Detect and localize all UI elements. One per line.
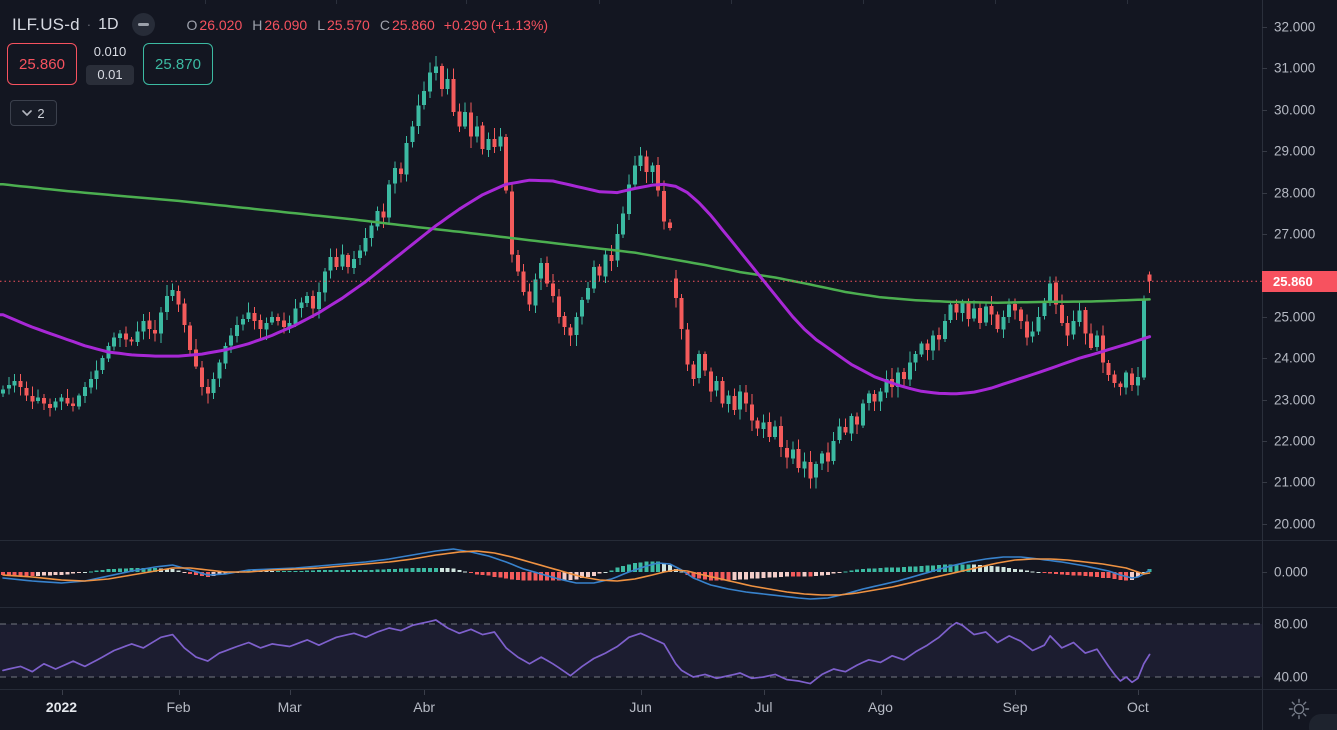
top-ruler-tick	[336, 0, 337, 4]
time-tick-mark	[178, 690, 180, 695]
macd-line	[2, 548, 1151, 600]
open-label: O	[186, 16, 198, 33]
ma-long-green-line	[0, 183, 1151, 304]
ma-short-purple-line	[0, 178, 1152, 396]
rsi-line	[2, 619, 1151, 685]
axis-settings-button[interactable]	[1288, 698, 1310, 720]
low-value: 25.570	[327, 16, 370, 33]
macd-lines	[2, 548, 1151, 600]
top-ruler-tick	[466, 0, 467, 4]
series-visibility-icon[interactable]	[131, 13, 155, 36]
time-tick-mark	[424, 690, 426, 695]
current-price-label: 25.860	[1262, 270, 1337, 292]
price-tick-label: 31.000	[1274, 60, 1316, 76]
quote-panel: 25.860 0.010 0.01 25.870	[7, 43, 213, 85]
time-tick-mark	[1137, 690, 1139, 695]
ask-price-button[interactable]: 25.870	[143, 43, 213, 85]
time-tick-mark	[1015, 690, 1017, 695]
time-tick-label: Sep	[1002, 699, 1028, 715]
indicators-collapse-toggle[interactable]: 2	[10, 100, 57, 126]
price-tick-mark	[1262, 482, 1267, 484]
low-label: L	[317, 16, 325, 33]
price-tick-label: 24.000	[1274, 350, 1316, 366]
close-value: 25.860	[391, 16, 435, 33]
rsi-lower-level-label: 40.00	[1274, 669, 1308, 685]
moving-averages	[0, 178, 1152, 396]
time-tick-label: Jun	[629, 699, 652, 715]
price-tick-mark	[1262, 441, 1267, 442]
timeframe-label[interactable]: 1D	[98, 15, 119, 33]
price-tick-mark	[1262, 358, 1267, 360]
price-tick-mark	[1262, 234, 1267, 235]
top-ruler-tick	[863, 0, 864, 4]
time-tick-label: Ago	[868, 699, 893, 715]
price-tick-mark	[1262, 316, 1267, 318]
ohlc-readout: O 26.020 H 26.090 L 25.570 C 25.860 +0.290 (…	[177, 17, 549, 33]
rsi-upper-level-label: 80.00	[1274, 616, 1308, 632]
time-tick-label: Abr	[413, 699, 436, 715]
indicator-count: 2	[37, 105, 45, 121]
price-tick-mark	[1262, 68, 1267, 70]
time-tick-label: 2022	[45, 699, 78, 715]
spread-column: 0.010 0.01	[83, 43, 137, 85]
price-tick-mark	[1262, 109, 1267, 111]
price-tick-mark	[1262, 399, 1267, 401]
price-tick-label: 22.000	[1274, 433, 1316, 449]
time-tick-mark	[763, 690, 765, 695]
gear-icon	[1288, 698, 1310, 720]
open-value: 26.020	[199, 16, 243, 33]
price-tick-label: 23.000	[1274, 392, 1316, 408]
spread-value: 0.010	[93, 44, 127, 59]
time-tick-mark	[289, 690, 291, 695]
price-tick-label: 20.000	[1274, 516, 1316, 532]
price-tick-mark	[1262, 523, 1267, 525]
macd-signal-line	[2, 550, 1151, 596]
time-tick-label: Oct	[1127, 699, 1149, 715]
pane-separator[interactable]	[0, 607, 1337, 608]
top-ruler-tick	[731, 0, 732, 4]
macd-histogram	[1, 561, 1152, 581]
time-tick-label: Mar	[277, 699, 302, 715]
price-tick-label: 30.000	[1274, 102, 1316, 118]
symbol-title[interactable]: ILF.US-d	[12, 14, 80, 34]
time-tick-label: Jul	[754, 699, 773, 715]
price-tick-label: 25.000	[1274, 309, 1316, 325]
price-tick-label: 21.000	[1274, 474, 1316, 490]
price-tick-mark	[1262, 151, 1267, 153]
top-ruler-tick	[205, 0, 206, 4]
corner-widget	[1309, 714, 1337, 730]
high-label: H	[252, 16, 263, 33]
bid-price-button[interactable]: 25.860	[7, 43, 77, 85]
top-ruler-tick	[1127, 0, 1128, 4]
close-label: C	[379, 16, 390, 33]
price-axis-border	[1262, 0, 1263, 730]
macd-zero-tick	[1262, 572, 1267, 573]
price-tick-label: 27.000	[1274, 226, 1316, 242]
price-axis[interactable]: 32.000 31.000 30.000 29.000 28.000 27.000 25.0…	[1262, 0, 1337, 730]
price-tick-label: 29.000	[1274, 143, 1316, 159]
high-value: 26.090	[264, 16, 308, 33]
time-tick-mark	[880, 690, 882, 695]
time-tick-mark	[61, 690, 63, 695]
symbol-separator-dot: ·	[86, 17, 92, 32]
chevron-down-icon	[22, 110, 33, 116]
macd-zero-label: 0.000	[1274, 564, 1308, 580]
top-ruler-tick	[995, 0, 996, 4]
time-tick-label: Feb	[166, 699, 191, 715]
price-tick-mark	[1262, 27, 1267, 28]
time-tick-mark	[640, 690, 642, 695]
pane-separator[interactable]	[0, 540, 1337, 541]
spread-pill[interactable]: 0.01	[86, 65, 134, 85]
price-tick-label: 28.000	[1274, 185, 1316, 201]
price-tick-mark	[1262, 192, 1267, 194]
top-ruler-tick	[599, 0, 600, 4]
time-axis[interactable]: 2022 Feb Mar Abr Jun Jul Ago Sep Oct	[0, 689, 1337, 730]
price-tick-label: 32.000	[1274, 19, 1316, 35]
rsi-band	[0, 623, 1262, 678]
candlestick-series	[1, 55, 1152, 489]
change-value: +0.290 (+1.13%)	[443, 16, 549, 33]
